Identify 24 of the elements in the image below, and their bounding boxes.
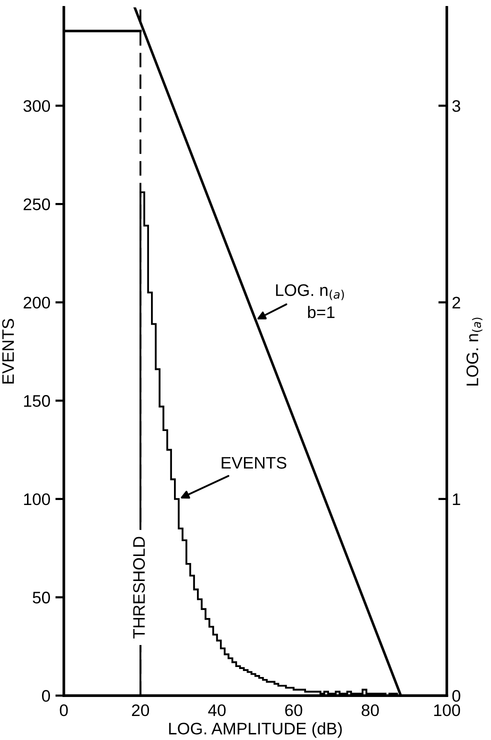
y2-tick-label: 2 xyxy=(452,296,460,308)
annotation: LOG. n$_{(a)}$ xyxy=(276,284,344,300)
annotation: b=1 xyxy=(308,306,334,318)
x-tick-label: 0 xyxy=(60,704,68,716)
x-tick-label: 80 xyxy=(362,704,379,716)
y2-axis-title: LOG. n$_{(a)}$ xyxy=(466,318,482,386)
y-axis-title: EVENTS xyxy=(2,318,14,384)
y-tick-label: 0 xyxy=(42,690,50,702)
y-tick-label: 50 xyxy=(32,592,50,604)
y2-tick-label: 3 xyxy=(452,100,460,112)
y-tick-label: 300 xyxy=(23,100,50,112)
x-tick-label: 60 xyxy=(285,704,302,716)
y-tick-label: 200 xyxy=(24,296,50,309)
ref-line-label: THRESHOLD xyxy=(133,536,145,638)
x-tick-label: 20 xyxy=(132,704,150,716)
y2-tick-label: 1 xyxy=(452,494,460,506)
annotation: EVENTS xyxy=(222,456,286,469)
y2-tick-label: 0 xyxy=(452,690,460,702)
x-tick-label: 40 xyxy=(208,704,226,716)
y-tick-label: 150 xyxy=(24,395,50,407)
x-tick-label: 100 xyxy=(434,704,460,716)
x-axis-title: LOG. AMPLITUDE (dB) xyxy=(169,722,342,738)
y-tick-label: 250 xyxy=(24,198,50,210)
y-tick-label: 100 xyxy=(24,493,50,506)
